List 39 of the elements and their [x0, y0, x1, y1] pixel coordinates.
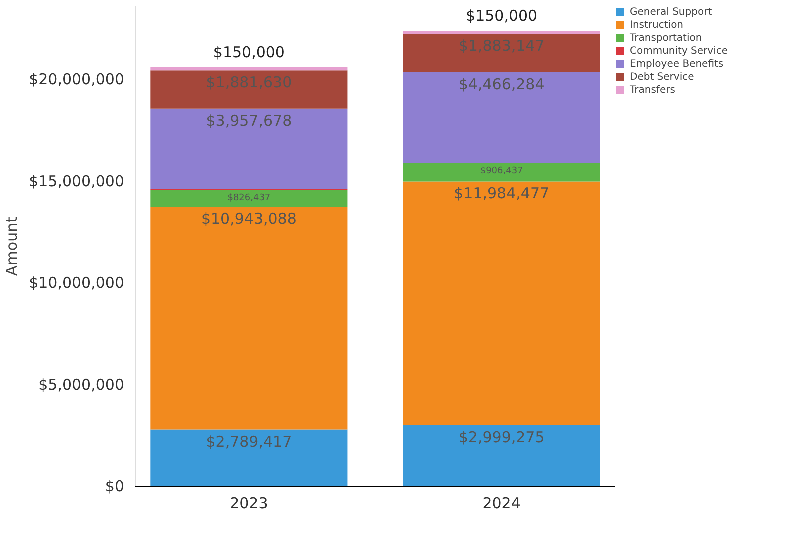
data-label: $826,437: [228, 193, 271, 204]
y-tick-label: $15,000,000: [29, 172, 125, 190]
x-tick-label: 2024: [482, 494, 521, 512]
bar: [403, 31, 600, 34]
legend-label: Transfers: [630, 84, 676, 96]
data-label: $11,984,477: [454, 184, 550, 203]
bar: [150, 108, 348, 190]
data-label: $150,000: [466, 7, 538, 26]
legend-label: Transportation: [630, 32, 702, 44]
bar: [403, 426, 600, 486]
data-label: $1,881,630: [206, 74, 292, 92]
legend-label: Community Service: [630, 45, 728, 57]
legend-label: Employee Benefits: [630, 58, 724, 70]
bar: [403, 34, 600, 72]
data-label: $1,883,147: [458, 37, 545, 56]
x-tick-label: 2023: [230, 494, 268, 512]
data-label: $4,466,284: [458, 75, 545, 94]
legend-label: General Support: [630, 6, 712, 18]
bar: [150, 190, 348, 208]
legend-label: Instruction: [630, 19, 684, 31]
y-tick-label: $0: [105, 478, 125, 496]
y-tick-label: $20,000,000: [29, 70, 125, 89]
bar: [403, 163, 600, 182]
bar: [150, 68, 348, 71]
y-axis-title: Amount: [3, 216, 22, 276]
bar: [150, 430, 348, 486]
legend-label: Debt Service: [630, 71, 694, 83]
data-label: $2,999,275: [458, 428, 545, 446]
bar: [403, 182, 600, 426]
bar: [150, 207, 348, 430]
y-tick-label: $5,000,000: [38, 376, 125, 394]
y-tick-label: $10,000,000: [29, 274, 125, 292]
data-label: $2,789,417: [206, 432, 292, 451]
data-label: $10,943,088: [201, 210, 297, 228]
bar: [403, 72, 600, 164]
data-label: $150,000: [213, 44, 285, 62]
data-label: $906,437: [480, 166, 524, 176]
bar: [150, 70, 348, 109]
data-label: $3,957,678: [206, 112, 292, 130]
